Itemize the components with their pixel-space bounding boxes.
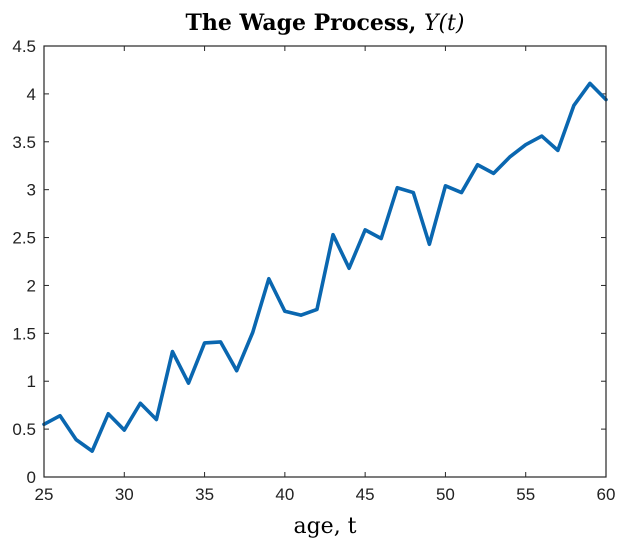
chart-title-math: Y(t) [424, 11, 465, 36]
axes-box [43, 45, 607, 478]
y-tick-label: 4 [27, 85, 36, 104]
x-tick-label: 45 [356, 485, 375, 504]
x-tick-label: 25 [35, 485, 54, 504]
x-tick-label: 60 [597, 485, 616, 504]
y-tick-label: 2 [27, 276, 36, 295]
tick-group: 25 30 35 40 45 50 55 60 0 0.5 1 1.5 2 2.5 3 3.5 4 4.5 [12, 37, 615, 504]
x-tick-label: 50 [436, 485, 455, 504]
chart-title-text: The Wage Process, [186, 10, 424, 36]
x-tick-label: 55 [516, 485, 535, 504]
y-tick-label: 0 [27, 468, 36, 487]
y-tick-label: 3 [27, 181, 36, 200]
chart-title: The Wage Process, Y(t) [186, 10, 465, 36]
plot-area [44, 46, 606, 477]
y-tick-label: 0.5 [12, 420, 36, 439]
y-tick-label: 1 [27, 372, 36, 391]
x-tick-label: 40 [275, 485, 294, 504]
y-tick-label: 2.5 [12, 229, 36, 248]
series-line-0 [42, 81, 608, 453]
y-tick-label: 3.5 [12, 133, 36, 152]
x-tick-label: 35 [195, 485, 214, 504]
series-group [42, 81, 608, 453]
y-tick-label: 1.5 [12, 324, 36, 343]
x-axis-label: age, t [293, 514, 356, 539]
y-tick-label: 4.5 [12, 37, 36, 56]
x-tick-label: 30 [115, 485, 134, 504]
